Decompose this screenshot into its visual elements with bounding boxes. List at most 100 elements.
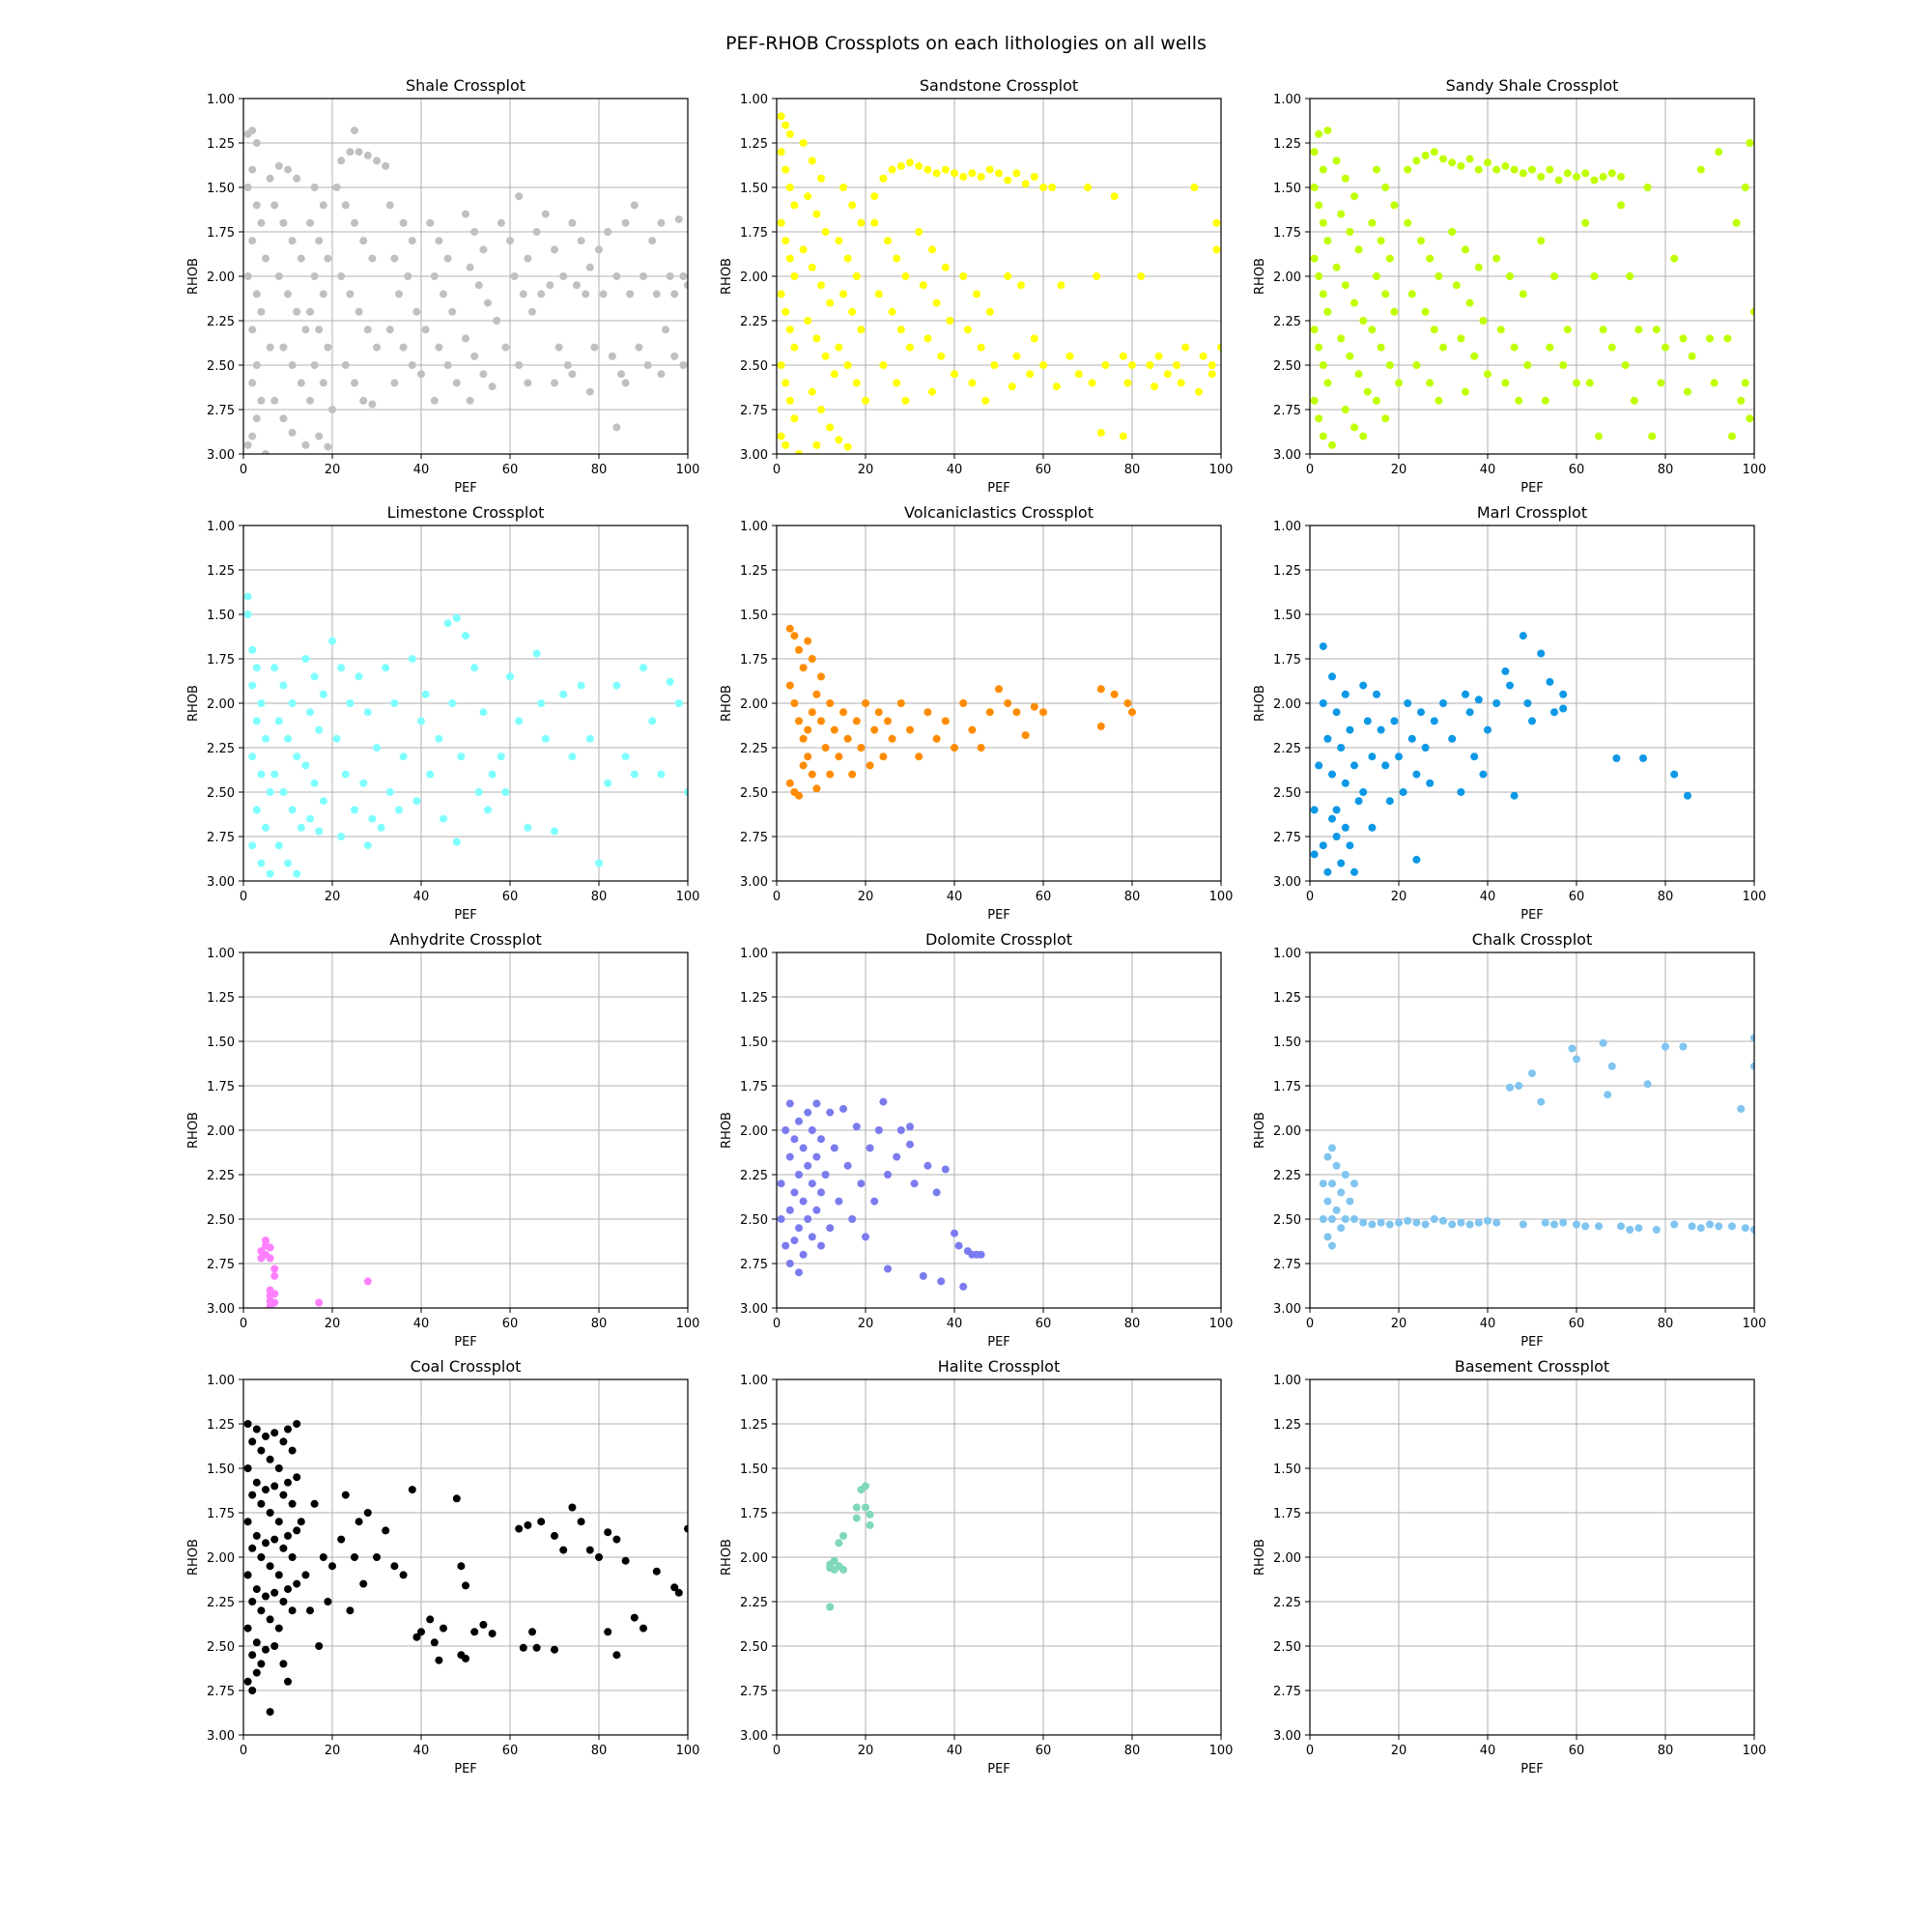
x-tick-label: 100 xyxy=(1743,1744,1767,1758)
y-tick-label: 1.25 xyxy=(1273,137,1301,152)
data-point xyxy=(252,414,261,423)
data-point xyxy=(270,1264,279,1273)
data-point xyxy=(821,352,830,360)
data-point xyxy=(1706,334,1714,343)
data-point xyxy=(484,806,492,814)
data-point xyxy=(1195,387,1203,396)
data-point xyxy=(248,1598,257,1605)
data-point xyxy=(284,1585,292,1594)
data-point xyxy=(448,699,457,707)
data-point xyxy=(506,237,514,245)
y-axis-label: RHOB xyxy=(1253,258,1267,295)
data-point xyxy=(1323,237,1332,245)
data-point xyxy=(1328,1144,1336,1152)
data-point xyxy=(337,664,346,672)
y-tick-label: 2.25 xyxy=(1273,1596,1301,1610)
data-point xyxy=(243,1677,252,1686)
data-point xyxy=(274,717,283,725)
data-point xyxy=(826,1603,835,1611)
data-point xyxy=(612,423,621,432)
data-point xyxy=(319,690,327,698)
data-point xyxy=(795,450,803,454)
data-point xyxy=(1323,1197,1332,1206)
data-point xyxy=(515,717,524,725)
data-point xyxy=(1096,685,1105,694)
y-tick-label: 1.50 xyxy=(1273,1463,1301,1477)
data-point xyxy=(257,218,266,227)
data-point xyxy=(1652,326,1661,334)
x-tick-label: 80 xyxy=(591,1744,608,1758)
data-point xyxy=(937,1277,946,1286)
data-point xyxy=(1474,263,1483,271)
data-point xyxy=(368,814,377,823)
data-point xyxy=(1474,165,1483,174)
data-point xyxy=(346,1606,355,1615)
data-point xyxy=(479,708,488,717)
data-point xyxy=(785,326,794,334)
data-point xyxy=(821,1171,830,1179)
data-point xyxy=(385,201,394,210)
panel-title: Volcaniclastics Crossplot xyxy=(904,503,1094,522)
data-point xyxy=(559,690,568,698)
x-axis-label: PEF xyxy=(1520,908,1544,923)
data-point xyxy=(812,690,821,698)
data-point xyxy=(781,121,790,129)
data-point xyxy=(524,1520,532,1529)
x-axis-label: PEF xyxy=(987,908,1010,923)
crossplot-panel: 0 20 40 60 80 100 1.00 1.25 1.50 1.75 2.00 2.25 2.50… xyxy=(720,76,1233,496)
y-tick-label: 1.00 xyxy=(740,947,768,961)
data-point xyxy=(959,1282,968,1291)
data-point xyxy=(790,699,799,707)
data-point xyxy=(426,770,435,779)
data-point xyxy=(910,1179,919,1188)
x-tick-label: 100 xyxy=(1743,463,1767,477)
data-point xyxy=(452,379,461,387)
x-tick-label: 80 xyxy=(1124,463,1141,477)
data-point xyxy=(906,1122,914,1131)
data-point xyxy=(1590,176,1599,185)
data-point xyxy=(785,624,794,633)
data-point xyxy=(1332,1161,1341,1170)
x-axis-label: PEF xyxy=(454,481,477,496)
data-point xyxy=(310,272,319,280)
data-point xyxy=(1573,1220,1580,1229)
data-point xyxy=(1599,173,1607,181)
data-point xyxy=(1554,176,1563,185)
data-point xyxy=(270,770,279,779)
x-tick-label: 0 xyxy=(240,890,247,904)
data-point xyxy=(462,334,469,343)
data-point xyxy=(257,1606,266,1615)
data-point xyxy=(1492,254,1501,263)
data-point xyxy=(626,290,635,298)
data-point xyxy=(1208,370,1216,379)
data-point xyxy=(363,841,372,850)
data-point xyxy=(1563,326,1572,334)
data-point xyxy=(1074,370,1083,379)
data-point xyxy=(399,218,408,227)
data-point xyxy=(351,379,358,387)
x-tick-label: 60 xyxy=(1036,463,1052,477)
data-point xyxy=(612,272,621,280)
data-point xyxy=(812,440,821,449)
data-point xyxy=(790,201,799,210)
y-tick-label: 2.00 xyxy=(740,270,768,285)
data-point xyxy=(1573,379,1580,387)
data-point xyxy=(612,681,621,690)
data-point xyxy=(1404,1216,1412,1225)
y-tick-label: 2.75 xyxy=(207,1258,235,1272)
data-point xyxy=(1350,298,1358,307)
data-point xyxy=(848,307,857,316)
data-point xyxy=(608,352,616,360)
data-point xyxy=(1332,806,1341,814)
data-point xyxy=(270,1298,279,1307)
y-tick-label: 2.75 xyxy=(740,1258,768,1272)
panel-title: Sandstone Crossplot xyxy=(920,76,1078,95)
data-point xyxy=(1546,343,1554,352)
y-tick-label: 2.25 xyxy=(207,1596,235,1610)
axes-frame xyxy=(1309,952,1755,1309)
data-point xyxy=(1328,1241,1336,1250)
y-tick-label: 2.75 xyxy=(1273,1258,1301,1272)
axes-frame xyxy=(776,1378,1222,1736)
data-point xyxy=(257,1247,266,1256)
data-point xyxy=(435,237,443,245)
